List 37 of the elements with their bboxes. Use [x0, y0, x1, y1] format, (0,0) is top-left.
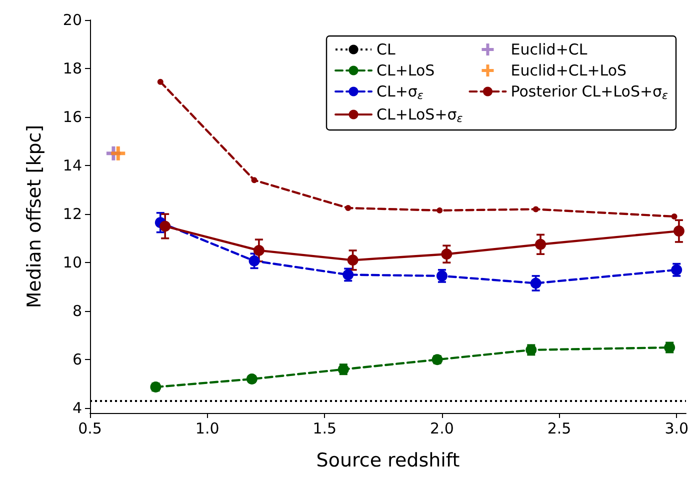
y-tick-label: 6 [72, 350, 82, 369]
x-tick-label: 3.0 [664, 420, 689, 438]
point [532, 206, 539, 212]
point [157, 78, 164, 85]
x-tick-label: 2.0 [430, 420, 454, 438]
point [251, 177, 258, 184]
y-axis-title: Median offset [kpc] [24, 124, 46, 308]
y-tick-label: 10 [62, 254, 82, 272]
y-tick-label: 18 [62, 60, 82, 78]
point [671, 214, 678, 220]
point [253, 244, 264, 256]
y-tick-label: 12 [62, 205, 82, 224]
point [530, 278, 542, 289]
legend-label: CL+LoS [376, 62, 435, 80]
point [441, 248, 452, 260]
x-tick-label: 1.5 [312, 420, 337, 438]
point [111, 146, 126, 160]
point [160, 220, 171, 232]
x-tick-label: 2.5 [547, 420, 572, 438]
point [535, 238, 546, 250]
point [436, 207, 443, 214]
y-tick-label: 16 [62, 108, 82, 126]
y-tick-label: 8 [72, 302, 82, 320]
legend-label: CL [376, 40, 396, 58]
point [248, 255, 260, 266]
y-tick-label: 20 [62, 11, 82, 29]
x-tick-label: 1.0 [195, 420, 220, 438]
legend-label: Euclid+CL+LoS [510, 62, 627, 80]
y-tick-label: 14 [62, 156, 82, 175]
point [347, 254, 358, 266]
x-tick-label: 0.5 [78, 420, 102, 438]
y-tick-label: 4 [72, 399, 82, 418]
x-axis-title: Source redshift [316, 450, 460, 472]
legend-label: Euclid+CL [510, 40, 588, 58]
point [673, 226, 684, 237]
point [345, 205, 352, 212]
point [246, 374, 258, 385]
